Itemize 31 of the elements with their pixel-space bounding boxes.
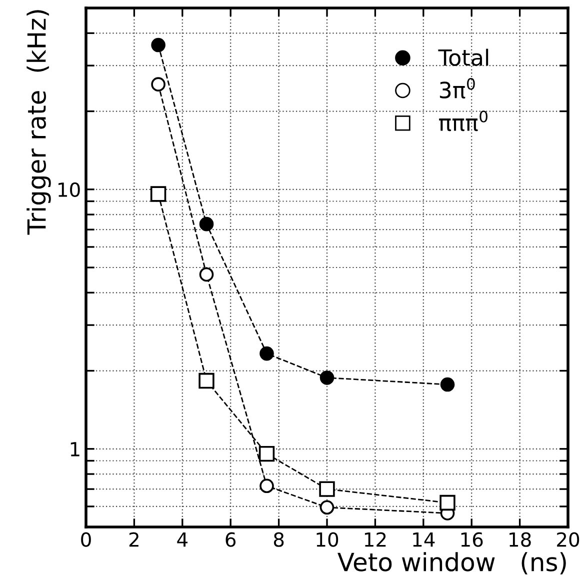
x-tick-label: 14 bbox=[413, 532, 435, 547]
legend-label: πππ$^{0}$ bbox=[439, 110, 488, 132]
point bbox=[150, 186, 166, 202]
point bbox=[440, 494, 456, 511]
point bbox=[198, 372, 214, 389]
x-tick-label: 0 bbox=[81, 532, 91, 547]
point bbox=[258, 446, 275, 462]
point bbox=[199, 267, 214, 282]
y-tick-label: 1 bbox=[70, 442, 80, 456]
point bbox=[440, 377, 455, 392]
point bbox=[151, 77, 166, 92]
x-axis-title: Veto window (ns) bbox=[338, 552, 566, 574]
x-tick-label: 16 bbox=[461, 532, 483, 547]
point bbox=[260, 478, 274, 494]
x-tick-label: 18 bbox=[510, 532, 531, 547]
point bbox=[260, 346, 274, 361]
x-tick-label: 20 bbox=[557, 532, 580, 547]
x-tick-label: 2 bbox=[129, 532, 138, 547]
point bbox=[199, 216, 214, 232]
legend-label: 3π$^{0}$ bbox=[440, 78, 475, 99]
legend-label: Total bbox=[438, 48, 488, 66]
y-axis-title: Trigger rate (kHz) bbox=[26, 10, 51, 235]
x-tick-label: 6 bbox=[226, 532, 236, 547]
point bbox=[320, 370, 334, 385]
point bbox=[320, 500, 334, 515]
point bbox=[319, 481, 335, 497]
x-tick-label: 4 bbox=[177, 532, 188, 547]
x-tick-label: 12 bbox=[364, 532, 386, 547]
x-tick-label: 8 bbox=[274, 532, 284, 547]
x-tick-label: 10 bbox=[316, 532, 338, 547]
point bbox=[151, 38, 166, 52]
